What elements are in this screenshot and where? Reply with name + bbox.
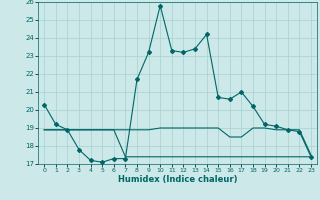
X-axis label: Humidex (Indice chaleur): Humidex (Indice chaleur) [118,175,237,184]
